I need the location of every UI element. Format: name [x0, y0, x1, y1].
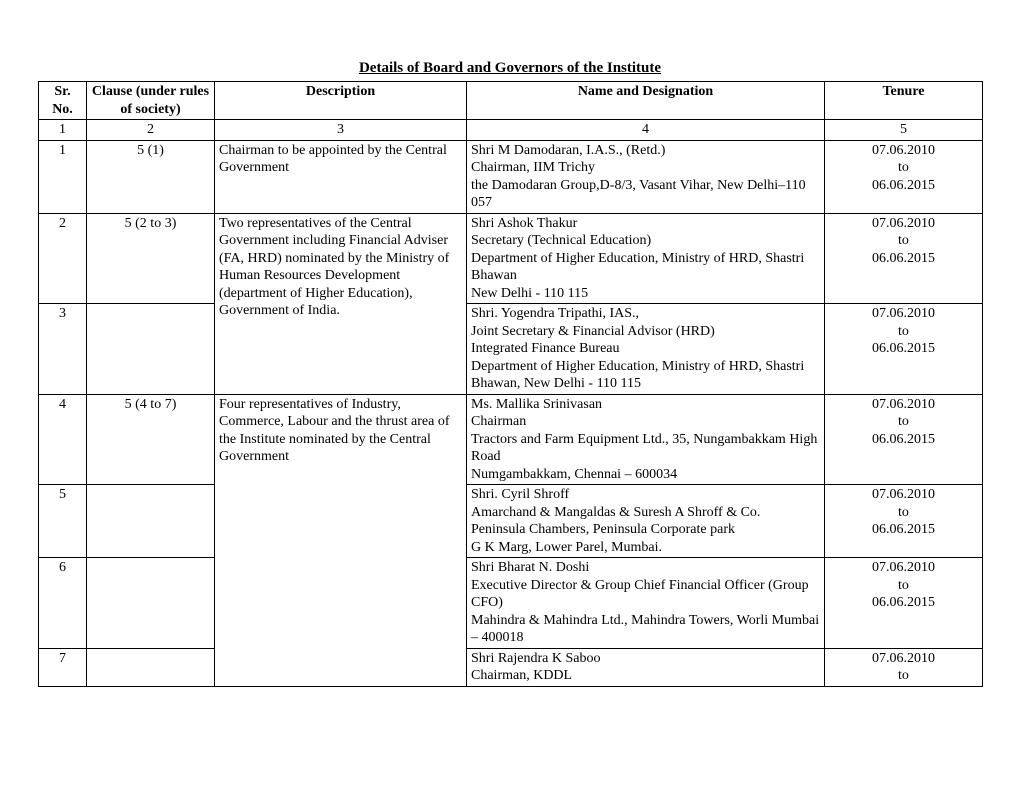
header-clause: Clause (under rules of society)	[87, 82, 215, 120]
cell-description: Two representatives of the Central Gover…	[215, 213, 467, 394]
cell-sr: 6	[39, 558, 87, 649]
cell-name: Shri Ashok Thakur Secretary (Technical E…	[467, 213, 825, 304]
table-row: 3 Shri. Yogendra Tripathi, IAS., Joint S…	[39, 304, 983, 395]
cell-tenure: 07.06.2010 to 06.06.2015	[825, 485, 983, 558]
index-clause: 2	[87, 120, 215, 141]
cell-name: Shri Bharat N. Doshi Executive Director …	[467, 558, 825, 649]
cell-clause	[87, 558, 215, 649]
header-tenure: Tenure	[825, 82, 983, 120]
cell-clause	[87, 304, 215, 395]
cell-clause	[87, 485, 215, 558]
table-row: 2 5 (2 to 3) Two representatives of the …	[39, 213, 983, 304]
cell-name: Ms. Mallika Srinivasan Chairman Tractors…	[467, 394, 825, 485]
table-row: 1 5 (1) Chairman to be appointed by the …	[39, 140, 983, 213]
cell-name: Shri Rajendra K Saboo Chairman, KDDL	[467, 648, 825, 686]
cell-sr: 7	[39, 648, 87, 686]
cell-clause: 5 (4 to 7)	[87, 394, 215, 485]
header-sr: Sr. No.	[39, 82, 87, 120]
cell-clause: 5 (1)	[87, 140, 215, 213]
cell-description: Four representatives of Industry, Commer…	[215, 394, 467, 686]
cell-name: Shri M Damodaran, I.A.S., (Retd.) Chairm…	[467, 140, 825, 213]
header-name: Name and Designation	[467, 82, 825, 120]
header-description: Description	[215, 82, 467, 120]
cell-sr: 2	[39, 213, 87, 304]
index-name: 4	[467, 120, 825, 141]
cell-name: Shri. Cyril Shroff Amarchand & Mangaldas…	[467, 485, 825, 558]
cell-clause	[87, 648, 215, 686]
index-row: 1 2 3 4 5	[39, 120, 983, 141]
cell-tenure: 07.06.2010 to 06.06.2015	[825, 304, 983, 395]
index-sr: 1	[39, 120, 87, 141]
cell-tenure: 07.06.2010 to 06.06.2015	[825, 140, 983, 213]
governors-table: Sr. No. Clause (under rules of society) …	[38, 81, 983, 687]
cell-name: Shri. Yogendra Tripathi, IAS., Joint Sec…	[467, 304, 825, 395]
page-title: Details of Board and Governors of the In…	[38, 60, 982, 77]
cell-description: Chairman to be appointed by the Central …	[215, 140, 467, 213]
cell-sr: 1	[39, 140, 87, 213]
cell-sr: 3	[39, 304, 87, 395]
table-row: 4 5 (4 to 7) Four representatives of Ind…	[39, 394, 983, 485]
cell-sr: 5	[39, 485, 87, 558]
table-row: 6 Shri Bharat N. Doshi Executive Directo…	[39, 558, 983, 649]
cell-tenure: 07.06.2010 to 06.06.2015	[825, 213, 983, 304]
header-row: Sr. No. Clause (under rules of society) …	[39, 82, 983, 120]
table-row: 7 Shri Rajendra K Saboo Chairman, KDDL 0…	[39, 648, 983, 686]
table-row: 5 Shri. Cyril Shroff Amarchand & Mangald…	[39, 485, 983, 558]
cell-sr: 4	[39, 394, 87, 485]
table-body: 1 5 (1) Chairman to be appointed by the …	[39, 140, 983, 686]
cell-tenure: 07.06.2010 to	[825, 648, 983, 686]
cell-tenure: 07.06.2010 to 06.06.2015	[825, 558, 983, 649]
index-tenure: 5	[825, 120, 983, 141]
index-description: 3	[215, 120, 467, 141]
cell-clause: 5 (2 to 3)	[87, 213, 215, 304]
cell-tenure: 07.06.2010 to 06.06.2015	[825, 394, 983, 485]
